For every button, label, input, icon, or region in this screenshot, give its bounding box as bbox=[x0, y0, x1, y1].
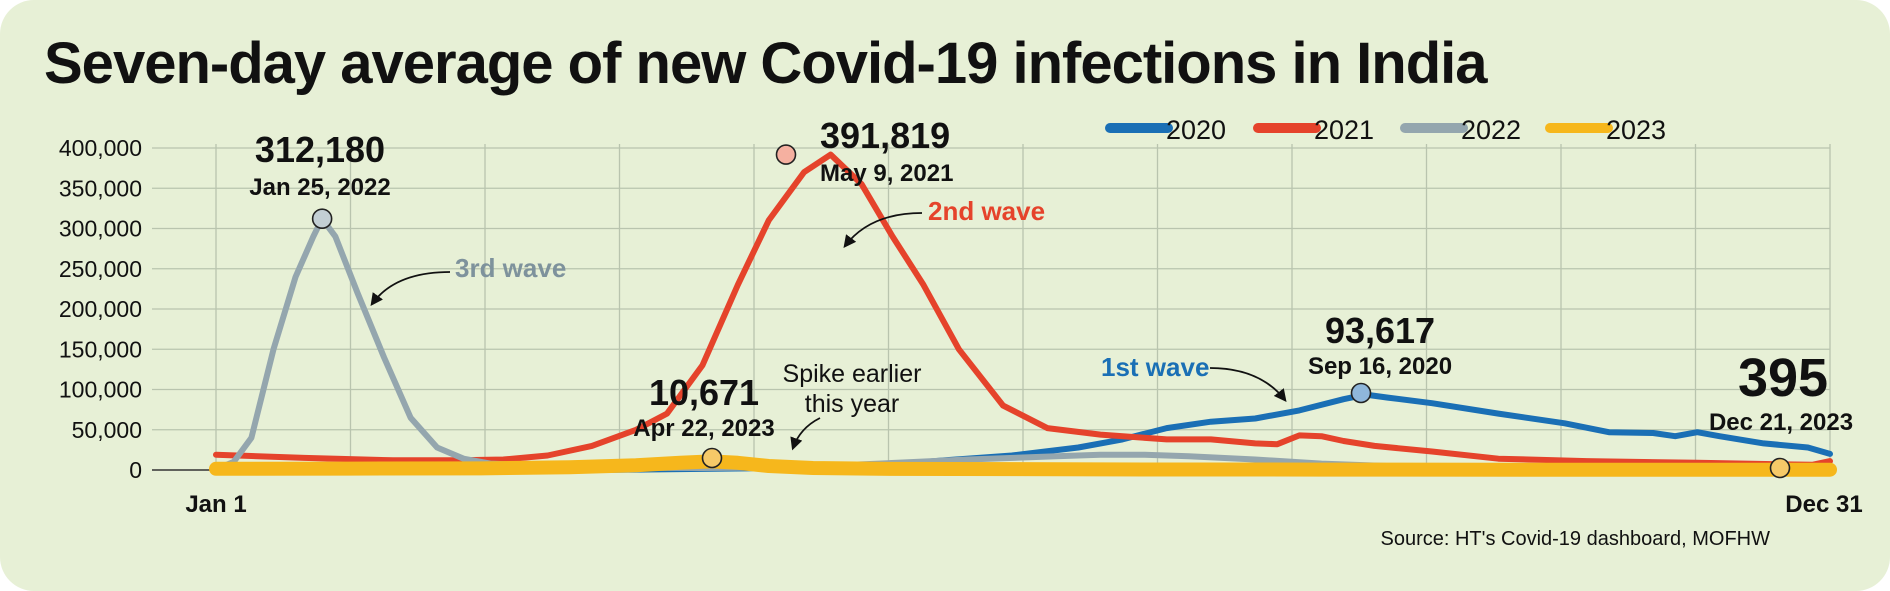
legend-label: 2022 bbox=[1461, 115, 1521, 145]
y-tick-label: 150,000 bbox=[59, 336, 142, 362]
peak-date-label: Jan 25, 2022 bbox=[249, 174, 390, 201]
series-lines bbox=[209, 151, 1837, 477]
legend-label: 2023 bbox=[1606, 115, 1666, 145]
chart-labels: 0 50,000 100,000 150,000 200,000 250,000 300,0… bbox=[59, 115, 1863, 518]
y-tick-label: 0 bbox=[129, 457, 142, 483]
peak-value-label: 391,819 bbox=[820, 115, 950, 156]
series-line-2021 bbox=[213, 151, 1833, 468]
peak-value-label: 10,671 bbox=[649, 372, 759, 413]
peak-marker-2020 bbox=[1350, 382, 1372, 404]
peak-marker-2022 bbox=[311, 208, 333, 229]
annotation-3rd-wave: 3rd wave bbox=[455, 253, 566, 283]
peak-marker-2021 bbox=[775, 144, 797, 165]
peak-marker-2023 bbox=[1769, 457, 1791, 479]
peak-marker-2023 bbox=[701, 447, 723, 469]
legend-label: 2021 bbox=[1314, 115, 1374, 145]
annotation-1st-wave: 1st wave bbox=[1101, 352, 1209, 382]
peak-date-label: May 9, 2021 bbox=[820, 160, 953, 187]
annotation-arrow bbox=[1209, 367, 1287, 402]
y-tick-label: 400,000 bbox=[59, 135, 142, 161]
annotation-2nd-wave: 2nd wave bbox=[928, 196, 1045, 226]
y-tick-label: 200,000 bbox=[59, 296, 142, 322]
annotation-spike-line: this year bbox=[805, 390, 899, 418]
x-tick-label: Dec 31 bbox=[1785, 491, 1862, 518]
peak-date-label: Sep 16, 2020 bbox=[1308, 353, 1452, 380]
y-tick-label: 50,000 bbox=[72, 417, 142, 443]
peak-value-label: 312,180 bbox=[255, 129, 385, 170]
peak-value-label: 395 bbox=[1738, 348, 1828, 408]
y-tick-label: 300,000 bbox=[59, 216, 142, 242]
grid bbox=[152, 144, 1831, 471]
x-tick-label: Jan 1 bbox=[185, 491, 246, 518]
legend-label: 2020 bbox=[1166, 115, 1226, 145]
annotation-arrow bbox=[790, 417, 821, 451]
annotation-arrow bbox=[370, 271, 451, 307]
series-line-2023 bbox=[209, 454, 1837, 477]
source-note: Source: HT's Covid-19 dashboard, MOFHW bbox=[1380, 528, 1770, 550]
peak-markers bbox=[311, 144, 1791, 479]
y-tick-label: 250,000 bbox=[59, 256, 142, 282]
peak-value-label: 93,617 bbox=[1325, 310, 1435, 351]
y-tick-label: 100,000 bbox=[59, 377, 142, 403]
annotation-spike-line: Spike earlier bbox=[783, 360, 922, 388]
peak-date-label: Dec 21, 2023 bbox=[1709, 409, 1853, 436]
y-tick-label: 350,000 bbox=[59, 175, 142, 201]
peak-date-label: Apr 22, 2023 bbox=[633, 415, 774, 442]
annotation-arrow bbox=[843, 212, 923, 249]
chart-title: Seven-day average of new Covid-19 infect… bbox=[44, 31, 1488, 96]
